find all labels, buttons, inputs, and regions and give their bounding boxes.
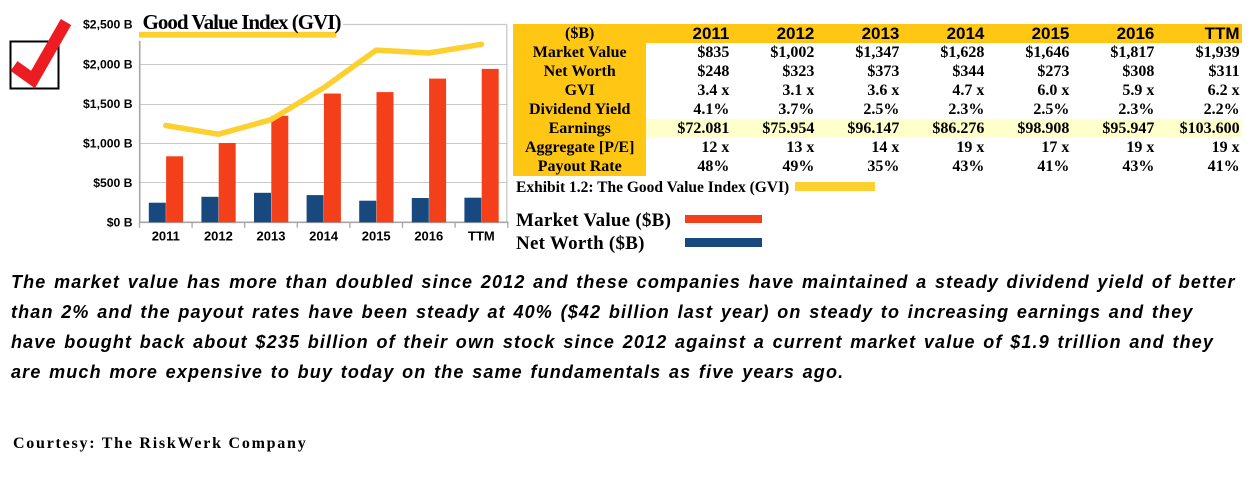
svg-text:2015: 2015 [362,229,391,244]
svg-text:2013: 2013 [257,229,286,244]
svg-text:Good Value Index (GVI): Good Value Index (GVI) [143,10,342,34]
svg-text:$1,500 B: $1,500 B [83,97,133,111]
svg-text:$0 B: $0 B [107,216,133,230]
svg-text:2016: 2016 [414,229,443,244]
svg-text:2014: 2014 [309,229,339,244]
svg-text:$2,000 B: $2,000 B [83,57,133,71]
svg-text:$1,000 B: $1,000 B [83,137,133,151]
svg-text:2011: 2011 [152,229,180,244]
svg-text:2012: 2012 [204,229,233,244]
svg-text:TTM: TTM [468,229,495,244]
svg-text:$500 B: $500 B [93,176,132,190]
svg-text:$2,500 B: $2,500 B [83,18,133,32]
